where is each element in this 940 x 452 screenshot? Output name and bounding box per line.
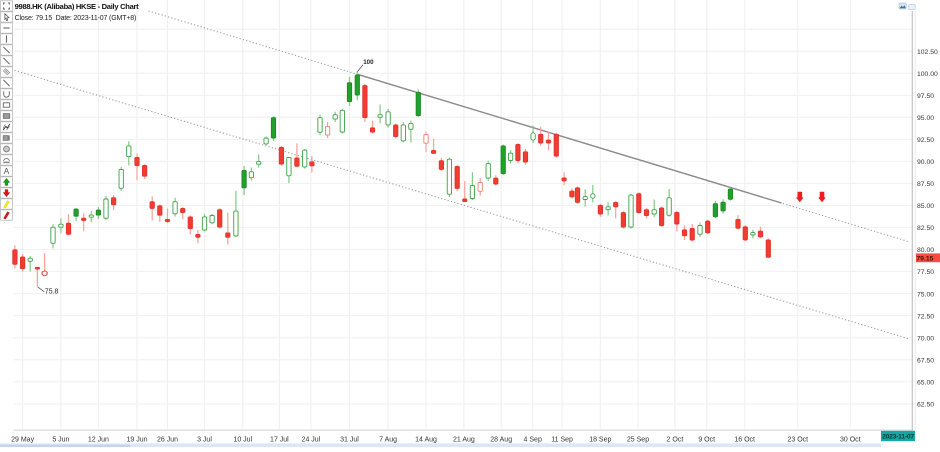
svg-text:19 Jun: 19 Jun [126,436,147,443]
svg-text:18 Sep: 18 Sep [589,436,611,443]
svg-text:9988.HK (Alibaba) HKSE - Daily: 9988.HK (Alibaba) HKSE - Daily Chart [15,2,140,11]
svg-text:67.50: 67.50 [917,357,934,364]
svg-text:77.50: 77.50 [917,269,934,276]
svg-text:95.00: 95.00 [917,115,934,122]
svg-text:75.8: 75.8 [45,289,59,296]
svg-text:100.00: 100.00 [917,71,938,78]
svg-text:14 Aug: 14 Aug [415,436,437,443]
svg-text:100: 100 [363,59,374,66]
svg-text:A: A [4,166,10,176]
svg-text:16 Oct: 16 Oct [734,436,755,443]
svg-text:23 Oct: 23 Oct [787,436,808,443]
svg-text:72.50: 72.50 [917,313,934,320]
svg-text:87.50: 87.50 [917,181,934,188]
svg-text:2 Oct: 2 Oct [667,436,684,443]
svg-text:70.00: 70.00 [917,335,934,342]
svg-text:17 Jul: 17 Jul [270,436,289,443]
svg-text:31 Jul: 31 Jul [340,436,359,443]
svg-text:Close: 79.15 Date: 2023-11-07: Close: 79.15 Date: 2023-11-07 (GMT+8) [15,15,137,22]
svg-text:85.00: 85.00 [917,203,934,210]
svg-text:11 Sep: 11 Sep [551,436,573,443]
svg-text:82.50: 82.50 [917,225,934,232]
svg-text:3 Jul: 3 Jul [197,436,212,443]
svg-text:26 Jun: 26 Jun [157,436,178,443]
svg-text:7 Aug: 7 Aug [379,436,397,443]
svg-text:97.50: 97.50 [917,93,934,100]
svg-text:90.00: 90.00 [917,159,934,166]
svg-text:29 May: 29 May [11,436,34,443]
svg-text:2023-11-07: 2023-11-07 [882,434,914,441]
svg-text:12 Jun: 12 Jun [88,436,109,443]
svg-text:21 Aug: 21 Aug [453,436,475,443]
svg-text:102.50: 102.50 [917,49,938,56]
svg-text:5 Jun: 5 Jun [52,436,69,443]
svg-text:79.15: 79.15 [916,255,933,262]
svg-text:92.50: 92.50 [917,137,934,144]
svg-text:10 Jul: 10 Jul [233,436,252,443]
svg-text:62.50: 62.50 [917,402,934,409]
svg-text:75.00: 75.00 [917,291,934,298]
svg-text:80.00: 80.00 [917,247,934,254]
svg-text:65.00: 65.00 [917,379,934,386]
svg-text:4 Sep: 4 Sep [524,436,542,443]
svg-text:24 Jul: 24 Jul [302,436,321,443]
svg-text:9 Oct: 9 Oct [698,436,715,443]
svg-text:25 Sep: 25 Sep [627,436,649,443]
svg-text:30 Oct: 30 Oct [840,436,861,443]
svg-text:28 Aug: 28 Aug [490,436,512,443]
